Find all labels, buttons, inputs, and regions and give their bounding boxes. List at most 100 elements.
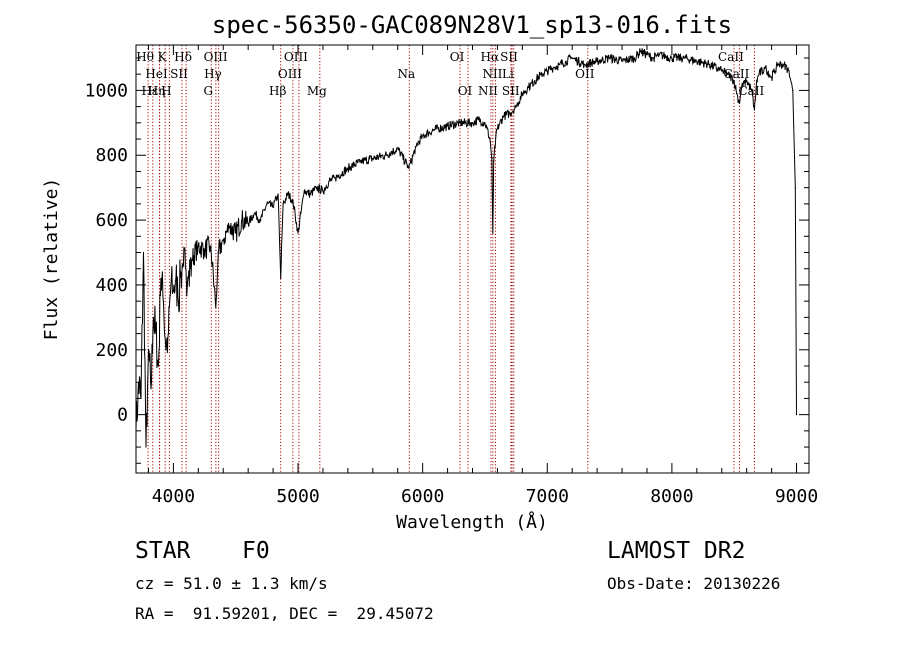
data-point (316, 187, 318, 189)
data-point (322, 190, 324, 192)
data-point (758, 73, 760, 75)
data-point (280, 277, 282, 280)
data-point (241, 219, 243, 221)
data-point (646, 54, 648, 56)
marker-label: CaII (738, 84, 764, 98)
data-point (260, 219, 262, 221)
data-point (203, 248, 206, 250)
x-tick-label: 9000 (775, 486, 818, 507)
y-tick-label: 800 (95, 145, 128, 166)
data-point (753, 109, 756, 111)
y-tick-label: 0 (117, 405, 128, 426)
data-point (733, 80, 735, 82)
data-point (422, 135, 424, 137)
data-point (738, 102, 741, 104)
y-tick-label: 600 (95, 210, 128, 231)
survey-name: LAMOST DR2 (607, 538, 746, 564)
data-point (495, 131, 497, 134)
marker-label: Hβ (269, 84, 286, 98)
y-axis-label: Flux (relative) (41, 178, 62, 341)
data-point (608, 57, 611, 59)
marker-label: Li (502, 67, 514, 81)
data-point (297, 232, 299, 234)
data-point (253, 213, 255, 215)
data-point (640, 50, 642, 53)
data-point (415, 144, 418, 147)
data-point (652, 57, 654, 59)
data-point (152, 316, 155, 318)
marker-label: CaII (724, 67, 750, 81)
data-point (272, 206, 274, 208)
data-point (155, 332, 157, 335)
axis-ticks: 4000 5000 6000 7000 8000 9000 0 200 400 600 800 100… (85, 45, 818, 507)
data-point (177, 300, 179, 302)
data-point (671, 57, 673, 59)
data-point (434, 128, 436, 130)
data-point (777, 63, 779, 66)
data-point (309, 193, 312, 195)
y-tick-label: 200 (95, 340, 128, 361)
data-point (727, 73, 729, 75)
x-tick-label: 5000 (276, 486, 319, 507)
marker-label: OI (458, 84, 473, 98)
data-point (708, 63, 710, 66)
marker-label: OIII (204, 50, 228, 64)
data-point (527, 86, 530, 88)
data-point (534, 80, 536, 82)
marker-label: Hα (481, 50, 500, 64)
data-point (584, 63, 586, 66)
object-class: STAR (135, 538, 191, 564)
data-point (228, 225, 231, 228)
marker-label: OI (450, 50, 465, 64)
data-point (515, 106, 517, 108)
marker-label: HeI (145, 67, 168, 81)
data-point (491, 157, 493, 160)
marker-label: OIII (284, 50, 308, 64)
data-point (503, 115, 505, 117)
spectrum-line (135, 48, 797, 448)
data-point (334, 177, 337, 179)
data-point (633, 57, 636, 59)
data-point (478, 118, 480, 121)
data-point (235, 232, 237, 234)
x-tick-label: 4000 (152, 486, 195, 507)
data-point (142, 251, 145, 254)
data-point (215, 307, 217, 309)
data-point (247, 222, 249, 224)
marker-label: Hε (141, 84, 158, 98)
data-point (459, 122, 461, 124)
data-point (347, 167, 349, 169)
marker-label: NII (478, 84, 498, 98)
data-point (771, 76, 773, 79)
data-point (397, 148, 399, 150)
data-point (746, 80, 748, 82)
marker-label: SII (170, 67, 188, 81)
data-point (157, 365, 160, 367)
data-point (683, 57, 685, 59)
data-point (540, 73, 542, 75)
x-tick-label: 6000 (401, 486, 444, 507)
data-point (521, 93, 523, 95)
marker-label: Mg (307, 84, 327, 98)
data-point (175, 277, 177, 280)
marker-label: Hθ (136, 50, 154, 64)
marker-label: H (161, 84, 171, 98)
data-point (217, 251, 219, 254)
data-point (210, 245, 212, 247)
y-tick-label: 1000 (85, 80, 128, 101)
observation-date: Obs-Date: 20130226 (607, 574, 781, 593)
data-point (372, 157, 374, 160)
data-point (794, 187, 796, 189)
data-point (160, 277, 162, 280)
data-point (170, 284, 172, 286)
x-tick-label: 7000 (526, 486, 569, 507)
marker-label: G (203, 84, 213, 98)
marker-label: SII (500, 50, 518, 64)
data-point (546, 70, 548, 72)
data-point (736, 93, 738, 95)
data-point (185, 268, 187, 270)
data-point (145, 446, 147, 448)
data-point (165, 349, 167, 351)
object-subclass: F0 (242, 538, 270, 564)
